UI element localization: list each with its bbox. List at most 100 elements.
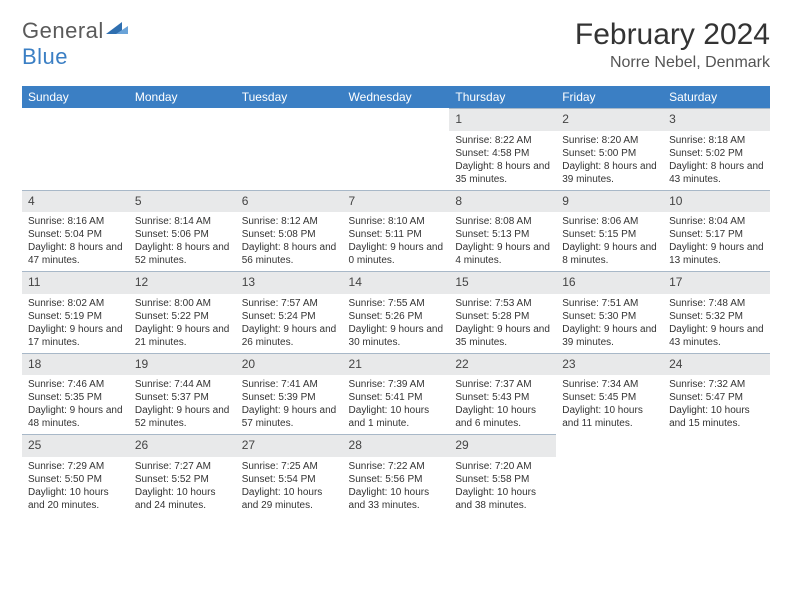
daylight-line: Daylight: 8 hours and 39 minutes. [562,160,657,186]
calendar-day-cell [22,108,129,190]
sunrise-line: Sunrise: 8:02 AM [28,297,123,310]
calendar-day-cell: 24Sunrise: 7:32 AMSunset: 5:47 PMDayligh… [663,353,770,435]
calendar-day-cell: 17Sunrise: 7:48 AMSunset: 5:32 PMDayligh… [663,271,770,353]
sunset-line: Sunset: 5:30 PM [562,310,657,323]
weekday-header: Thursday [449,86,556,108]
day-info: Sunrise: 8:12 AMSunset: 5:08 PMDaylight:… [236,212,343,271]
day-info: Sunrise: 8:00 AMSunset: 5:22 PMDaylight:… [129,294,236,353]
sunset-line: Sunset: 5:13 PM [455,228,550,241]
day-info: Sunrise: 7:48 AMSunset: 5:32 PMDaylight:… [663,294,770,353]
weekday-header: Friday [556,86,663,108]
location-label: Norre Nebel, Denmark [575,54,770,72]
sunrise-line: Sunrise: 7:51 AM [562,297,657,310]
daylight-line: Daylight: 9 hours and 8 minutes. [562,241,657,267]
day-info: Sunrise: 8:06 AMSunset: 5:15 PMDaylight:… [556,212,663,271]
calendar-day-cell: 5Sunrise: 8:14 AMSunset: 5:06 PMDaylight… [129,190,236,272]
day-number: 3 [663,108,770,131]
day-info: Sunrise: 8:02 AMSunset: 5:19 PMDaylight:… [22,294,129,353]
day-info: Sunrise: 7:55 AMSunset: 5:26 PMDaylight:… [343,294,450,353]
day-info: Sunrise: 7:20 AMSunset: 5:58 PMDaylight:… [449,457,556,516]
sunrise-line: Sunrise: 7:25 AM [242,460,337,473]
daylight-line: Daylight: 8 hours and 35 minutes. [455,160,550,186]
daylight-line: Daylight: 10 hours and 38 minutes. [455,486,550,512]
sunrise-line: Sunrise: 7:29 AM [28,460,123,473]
calendar-day-cell: 16Sunrise: 7:51 AMSunset: 5:30 PMDayligh… [556,271,663,353]
calendar-table: SundayMondayTuesdayWednesdayThursdayFrid… [22,86,770,516]
weekday-header: Tuesday [236,86,343,108]
sunrise-line: Sunrise: 8:04 AM [669,215,764,228]
day-info: Sunrise: 7:25 AMSunset: 5:54 PMDaylight:… [236,457,343,516]
sunset-line: Sunset: 5:56 PM [349,473,444,486]
day-info: Sunrise: 8:14 AMSunset: 5:06 PMDaylight:… [129,212,236,271]
daylight-line: Daylight: 9 hours and 30 minutes. [349,323,444,349]
day-number: 14 [343,271,450,294]
sunset-line: Sunset: 5:02 PM [669,147,764,160]
daylight-line: Daylight: 8 hours and 47 minutes. [28,241,123,267]
sunset-line: Sunset: 5:43 PM [455,391,550,404]
sunset-line: Sunset: 5:54 PM [242,473,337,486]
weekday-header-row: SundayMondayTuesdayWednesdayThursdayFrid… [22,86,770,108]
calendar-day-cell: 19Sunrise: 7:44 AMSunset: 5:37 PMDayligh… [129,353,236,435]
daylight-line: Daylight: 9 hours and 57 minutes. [242,404,337,430]
sunset-line: Sunset: 5:28 PM [455,310,550,323]
sunset-line: Sunset: 5:11 PM [349,228,444,241]
calendar-day-cell: 18Sunrise: 7:46 AMSunset: 5:35 PMDayligh… [22,353,129,435]
day-number: 16 [556,271,663,294]
day-info: Sunrise: 7:51 AMSunset: 5:30 PMDaylight:… [556,294,663,353]
day-info: Sunrise: 7:34 AMSunset: 5:45 PMDaylight:… [556,375,663,434]
day-number: 24 [663,353,770,376]
sunrise-line: Sunrise: 7:20 AM [455,460,550,473]
sunset-line: Sunset: 5:26 PM [349,310,444,323]
sunset-line: Sunset: 5:24 PM [242,310,337,323]
day-number: 26 [129,434,236,457]
sunrise-line: Sunrise: 7:48 AM [669,297,764,310]
calendar-day-cell: 28Sunrise: 7:22 AMSunset: 5:56 PMDayligh… [343,434,450,516]
day-number: 2 [556,108,663,131]
sunset-line: Sunset: 5:50 PM [28,473,123,486]
calendar-week-row: 4Sunrise: 8:16 AMSunset: 5:04 PMDaylight… [22,190,770,272]
calendar-day-cell [129,108,236,190]
sunset-line: Sunset: 5:39 PM [242,391,337,404]
sunrise-line: Sunrise: 8:14 AM [135,215,230,228]
sunset-line: Sunset: 5:06 PM [135,228,230,241]
sunset-line: Sunset: 5:52 PM [135,473,230,486]
sunset-line: Sunset: 5:22 PM [135,310,230,323]
day-number: 21 [343,353,450,376]
day-number: 28 [343,434,450,457]
day-number: 27 [236,434,343,457]
sunrise-line: Sunrise: 7:27 AM [135,460,230,473]
daylight-line: Daylight: 8 hours and 56 minutes. [242,241,337,267]
calendar-day-cell: 27Sunrise: 7:25 AMSunset: 5:54 PMDayligh… [236,434,343,516]
daylight-line: Daylight: 10 hours and 20 minutes. [28,486,123,512]
calendar-day-cell: 11Sunrise: 8:02 AMSunset: 5:19 PMDayligh… [22,271,129,353]
sunrise-line: Sunrise: 8:16 AM [28,215,123,228]
sunrise-line: Sunrise: 8:10 AM [349,215,444,228]
day-number: 29 [449,434,556,457]
daylight-line: Daylight: 9 hours and 52 minutes. [135,404,230,430]
weekday-header: Sunday [22,86,129,108]
sunrise-line: Sunrise: 7:32 AM [669,378,764,391]
day-info: Sunrise: 7:27 AMSunset: 5:52 PMDaylight:… [129,457,236,516]
sunset-line: Sunset: 5:45 PM [562,391,657,404]
sunset-line: Sunset: 5:47 PM [669,391,764,404]
day-info: Sunrise: 7:41 AMSunset: 5:39 PMDaylight:… [236,375,343,434]
sunset-line: Sunset: 5:32 PM [669,310,764,323]
calendar-week-row: 11Sunrise: 8:02 AMSunset: 5:19 PMDayligh… [22,271,770,353]
calendar-week-row: 25Sunrise: 7:29 AMSunset: 5:50 PMDayligh… [22,434,770,516]
sunset-line: Sunset: 5:15 PM [562,228,657,241]
daylight-line: Daylight: 9 hours and 26 minutes. [242,323,337,349]
calendar-day-cell: 22Sunrise: 7:37 AMSunset: 5:43 PMDayligh… [449,353,556,435]
calendar-day-cell: 4Sunrise: 8:16 AMSunset: 5:04 PMDaylight… [22,190,129,272]
weekday-header: Monday [129,86,236,108]
daylight-line: Daylight: 8 hours and 52 minutes. [135,241,230,267]
sunset-line: Sunset: 5:58 PM [455,473,550,486]
calendar-day-cell: 14Sunrise: 7:55 AMSunset: 5:26 PMDayligh… [343,271,450,353]
sunrise-line: Sunrise: 7:22 AM [349,460,444,473]
calendar-day-cell: 7Sunrise: 8:10 AMSunset: 5:11 PMDaylight… [343,190,450,272]
sunrise-line: Sunrise: 7:57 AM [242,297,337,310]
day-info: Sunrise: 7:39 AMSunset: 5:41 PMDaylight:… [343,375,450,434]
calendar-day-cell: 3Sunrise: 8:18 AMSunset: 5:02 PMDaylight… [663,108,770,190]
daylight-line: Daylight: 10 hours and 24 minutes. [135,486,230,512]
sunrise-line: Sunrise: 8:20 AM [562,134,657,147]
sunrise-line: Sunrise: 8:22 AM [455,134,550,147]
